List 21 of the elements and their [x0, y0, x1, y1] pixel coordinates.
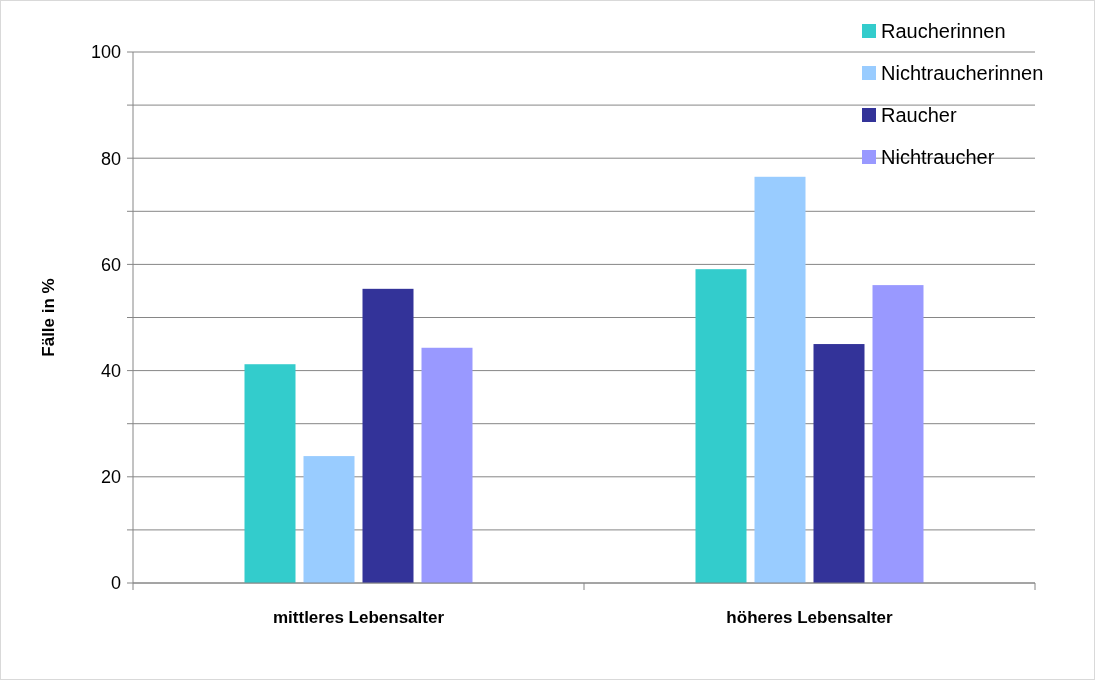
y-tick-label: 80 [100, 148, 121, 169]
y-tick-label: 20 [100, 467, 121, 488]
bar [244, 364, 296, 583]
bar [421, 347, 473, 583]
y-axis-title: Fälle in % [39, 278, 58, 357]
bar [362, 288, 414, 583]
bar [754, 176, 806, 583]
y-tick-label: 60 [100, 254, 121, 275]
y-tick-label: 0 [110, 573, 121, 594]
bar [813, 344, 865, 583]
y-tick-label: 40 [100, 360, 121, 381]
bar [872, 285, 924, 583]
legend-label: Nichtraucher [881, 146, 995, 168]
bar [303, 456, 355, 583]
x-tick-label: höheres Lebensalter [726, 608, 894, 627]
x-tick-label: mittleres Lebensalter [272, 608, 445, 627]
legend-label: Raucherinnen [881, 20, 1006, 42]
bar [695, 269, 747, 583]
legend-label: Nichtraucherinnen [881, 62, 1044, 84]
y-tick-label: 100 [90, 42, 121, 63]
legend-label: Raucher [881, 104, 957, 126]
